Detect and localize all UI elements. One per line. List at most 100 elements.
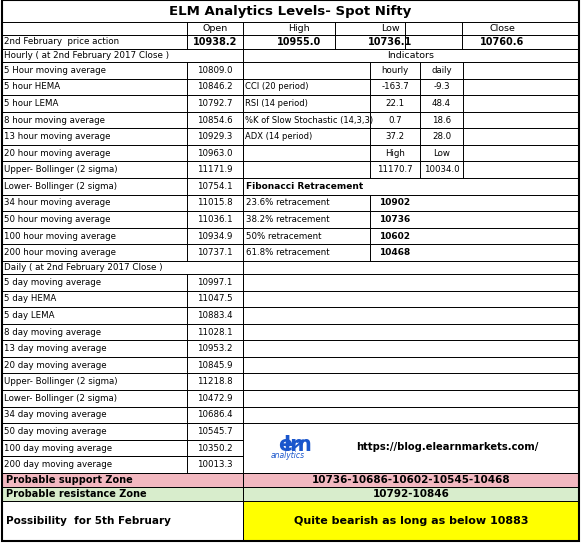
Text: 10792.7: 10792.7 bbox=[198, 99, 233, 108]
Text: 10034.0: 10034.0 bbox=[424, 165, 460, 174]
Bar bbox=[2, 161, 243, 178]
Text: 5 hour LEMA: 5 hour LEMA bbox=[4, 99, 58, 108]
Text: High: High bbox=[288, 24, 310, 33]
Text: Probable resistance Zone: Probable resistance Zone bbox=[6, 489, 146, 499]
Text: 20 hour moving average: 20 hour moving average bbox=[4, 149, 110, 157]
Bar bbox=[2, 340, 243, 357]
Text: 11036.1: 11036.1 bbox=[197, 215, 233, 224]
Bar bbox=[243, 62, 579, 79]
Text: 28.0: 28.0 bbox=[432, 132, 451, 141]
Bar bbox=[243, 211, 579, 228]
Text: ELM Analytics Levels- Spot Nifty: ELM Analytics Levels- Spot Nifty bbox=[170, 4, 411, 17]
Bar bbox=[243, 324, 579, 340]
Text: 10736-10686-10602-10545-10468: 10736-10686-10602-10545-10468 bbox=[311, 475, 510, 485]
Bar bbox=[243, 501, 579, 541]
Text: 11028.1: 11028.1 bbox=[197, 327, 233, 337]
Bar bbox=[2, 49, 579, 62]
Text: High: High bbox=[385, 149, 405, 157]
Text: Upper- Bollinger (2 sigma): Upper- Bollinger (2 sigma) bbox=[4, 377, 117, 386]
Text: 23.6% retracement: 23.6% retracement bbox=[246, 198, 329, 207]
Bar bbox=[243, 128, 579, 145]
Text: 13 hour moving average: 13 hour moving average bbox=[4, 132, 110, 141]
Text: 18.6: 18.6 bbox=[432, 116, 451, 124]
Text: 10754.1: 10754.1 bbox=[197, 182, 233, 191]
Text: 34 hour moving average: 34 hour moving average bbox=[4, 198, 110, 207]
Text: 50 day moving average: 50 day moving average bbox=[4, 427, 107, 436]
Bar bbox=[2, 390, 243, 407]
Text: 10686.4: 10686.4 bbox=[197, 411, 233, 419]
Text: lm: lm bbox=[284, 435, 313, 455]
Bar bbox=[2, 228, 243, 244]
Text: 200 hour moving average: 200 hour moving average bbox=[4, 248, 116, 257]
Text: 10545.7: 10545.7 bbox=[197, 427, 233, 436]
Text: Possibility  for 5th February: Possibility for 5th February bbox=[6, 516, 171, 526]
Text: 11015.8: 11015.8 bbox=[197, 198, 233, 207]
Text: 5 day moving average: 5 day moving average bbox=[4, 278, 101, 287]
Text: 11047.5: 11047.5 bbox=[197, 294, 233, 304]
Text: 11218.8: 11218.8 bbox=[197, 377, 233, 386]
Bar bbox=[2, 357, 243, 374]
Bar bbox=[2, 128, 243, 145]
Text: 10997.1: 10997.1 bbox=[198, 278, 232, 287]
Text: 10953.2: 10953.2 bbox=[198, 344, 233, 353]
Text: %K of Slow Stochastic (14,3,3): %K of Slow Stochastic (14,3,3) bbox=[245, 116, 373, 124]
Text: 100 day moving average: 100 day moving average bbox=[4, 444, 112, 453]
Bar bbox=[243, 228, 579, 244]
Text: 5 Hour moving average: 5 Hour moving average bbox=[4, 66, 106, 75]
Text: 10468: 10468 bbox=[379, 248, 411, 257]
Text: 10736: 10736 bbox=[379, 215, 411, 224]
Text: RSI (14 period): RSI (14 period) bbox=[245, 99, 308, 108]
Bar bbox=[243, 274, 579, 291]
Text: 38.2% retracement: 38.2% retracement bbox=[246, 215, 329, 224]
Text: Daily ( at 2nd February 2017 Close ): Daily ( at 2nd February 2017 Close ) bbox=[4, 263, 163, 272]
Text: Low: Low bbox=[381, 24, 399, 33]
Bar bbox=[243, 487, 579, 501]
Bar bbox=[2, 291, 243, 307]
Bar bbox=[2, 324, 243, 340]
Bar bbox=[2, 195, 243, 211]
Bar bbox=[243, 407, 579, 423]
Text: Open: Open bbox=[202, 24, 228, 33]
Bar bbox=[2, 374, 243, 390]
Bar bbox=[2, 35, 579, 49]
Bar bbox=[2, 501, 243, 541]
Bar bbox=[2, 145, 243, 161]
Bar bbox=[243, 374, 579, 390]
Text: 11171.9: 11171.9 bbox=[198, 165, 233, 174]
Text: Lower- Bollinger (2 sigma): Lower- Bollinger (2 sigma) bbox=[4, 394, 117, 403]
Text: ADX (14 period): ADX (14 period) bbox=[245, 132, 312, 141]
Bar bbox=[243, 178, 579, 195]
Bar bbox=[2, 244, 243, 261]
Text: analytics: analytics bbox=[271, 451, 305, 459]
Bar bbox=[2, 307, 243, 324]
Bar bbox=[2, 457, 243, 473]
Bar bbox=[2, 62, 243, 79]
Bar bbox=[243, 423, 579, 473]
Text: 10809.0: 10809.0 bbox=[198, 66, 233, 75]
Text: Close: Close bbox=[489, 24, 515, 33]
Text: 10955.0: 10955.0 bbox=[277, 37, 321, 47]
Text: Indicators: Indicators bbox=[388, 51, 435, 60]
Bar bbox=[243, 307, 579, 324]
Text: 10013.3: 10013.3 bbox=[197, 460, 233, 469]
Text: https://blog.elearnmarkets.com/: https://blog.elearnmarkets.com/ bbox=[356, 442, 538, 452]
Bar bbox=[2, 22, 579, 35]
Text: 5 day LEMA: 5 day LEMA bbox=[4, 311, 55, 320]
Text: 5 day HEMA: 5 day HEMA bbox=[4, 294, 56, 304]
Bar bbox=[243, 195, 579, 211]
Text: 61.8% retracement: 61.8% retracement bbox=[246, 248, 329, 257]
Text: 10854.6: 10854.6 bbox=[197, 116, 233, 124]
Text: 50 hour moving average: 50 hour moving average bbox=[4, 215, 110, 224]
Text: 10472.9: 10472.9 bbox=[198, 394, 233, 403]
Text: daily: daily bbox=[431, 66, 452, 75]
Bar bbox=[2, 95, 243, 112]
Text: 22.1: 22.1 bbox=[385, 99, 404, 108]
Text: 13 day moving average: 13 day moving average bbox=[4, 344, 107, 353]
Text: 10934.9: 10934.9 bbox=[198, 232, 232, 241]
Text: 10846.2: 10846.2 bbox=[197, 83, 233, 91]
Bar bbox=[2, 112, 243, 128]
Bar bbox=[243, 340, 579, 357]
Text: 10736.1: 10736.1 bbox=[368, 37, 412, 47]
Text: 8 day moving average: 8 day moving average bbox=[4, 327, 101, 337]
Text: 20 day moving average: 20 day moving average bbox=[4, 361, 107, 370]
